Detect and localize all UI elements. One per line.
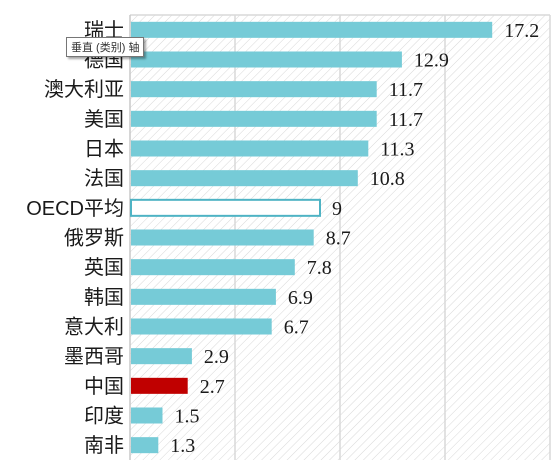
category-label-0: 瑞士 <box>84 19 124 42</box>
data-label-13: 1.5 <box>175 406 200 428</box>
data-label-12: 2.7 <box>200 376 225 398</box>
category-label-6: OECD平均 <box>26 197 124 220</box>
bar-7[interactable] <box>131 229 314 246</box>
data-label-7: 8.7 <box>326 228 351 250</box>
data-label-11: 2.9 <box>204 346 229 368</box>
category-label-13: 印度 <box>84 405 124 428</box>
category-label-11: 墨西哥 <box>64 346 124 368</box>
category-label-9: 韩国 <box>84 286 124 309</box>
bar-8[interactable] <box>131 259 295 276</box>
bar-0[interactable] <box>131 21 493 38</box>
bar-13[interactable] <box>131 407 163 424</box>
bar-14[interactable] <box>131 437 159 454</box>
category-label-8: 英国 <box>84 256 124 279</box>
category-label-5: 法国 <box>84 167 124 190</box>
data-label-4: 11.3 <box>380 139 414 161</box>
category-label-3: 美国 <box>84 108 124 131</box>
bars <box>130 21 493 454</box>
category-label-14: 南非 <box>84 434 124 457</box>
bar-6[interactable] <box>130 198 321 217</box>
bar-2[interactable] <box>131 81 377 98</box>
bar-4[interactable] <box>131 140 369 157</box>
data-label-8: 7.8 <box>307 257 332 279</box>
data-label-10: 6.7 <box>284 317 309 339</box>
axis-tooltip: 垂直 (类别) 轴 <box>66 37 145 57</box>
data-label-3: 11.7 <box>389 109 423 131</box>
category-label-12: 中国 <box>84 375 124 398</box>
bar-5[interactable] <box>131 170 358 187</box>
bar-11[interactable] <box>131 348 192 365</box>
category-label-4: 日本 <box>84 138 124 161</box>
data-label-9: 6.9 <box>288 287 313 309</box>
bar-3[interactable] <box>131 110 377 127</box>
category-label-2: 澳大利亚 <box>44 78 124 101</box>
data-label-0: 17.2 <box>504 20 539 42</box>
data-label-1: 12.9 <box>414 50 449 72</box>
category-label-10: 意大利 <box>64 316 124 339</box>
data-labels: 17.2 12.9 11.7 11.7 11.3 10.8 9 8.7 7.8 6.9 6.7 2.9… <box>170 20 539 457</box>
data-label-14: 1.3 <box>170 435 195 457</box>
bar-12[interactable] <box>131 377 188 394</box>
data-label-6: 9 <box>332 198 342 220</box>
data-label-5: 10.8 <box>370 168 405 190</box>
category-label-7: 俄罗斯 <box>64 227 124 250</box>
bar-9[interactable] <box>131 288 276 305</box>
bar-10[interactable] <box>131 318 272 335</box>
bar-1[interactable] <box>131 51 402 68</box>
data-label-2: 11.7 <box>389 79 423 101</box>
